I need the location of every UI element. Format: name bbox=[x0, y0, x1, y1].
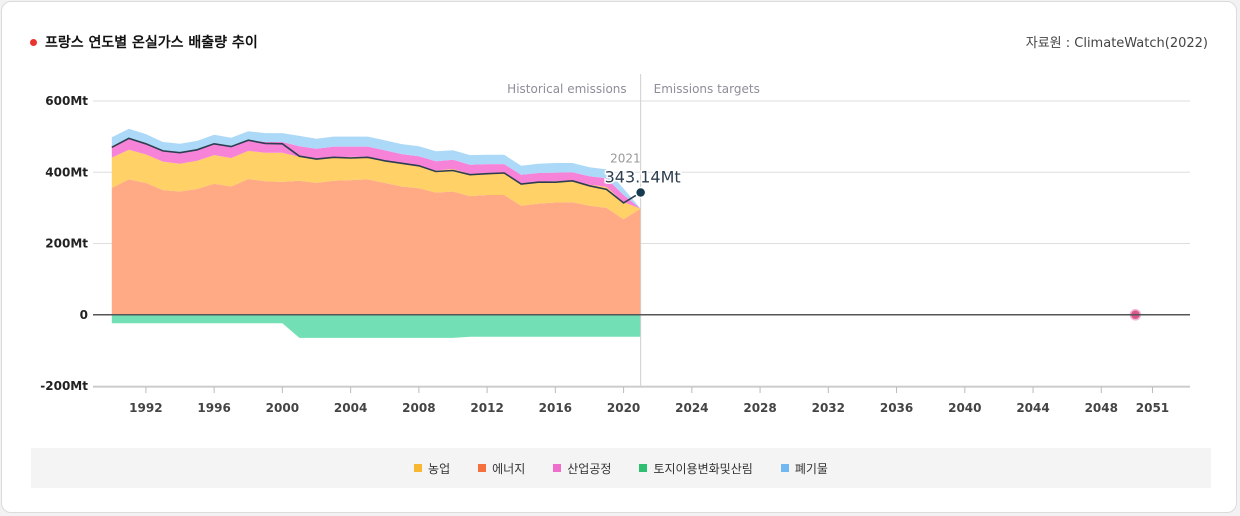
legend-item[interactable]: 농업 bbox=[414, 460, 450, 477]
net-line-path bbox=[111, 137, 642, 204]
legend-item[interactable]: 토지이용변화및산림 bbox=[639, 460, 753, 477]
highlight-value-label: 343.14Mt bbox=[605, 168, 681, 187]
legend-label: 농업 bbox=[428, 461, 451, 476]
legend-label: 폐기물 bbox=[794, 461, 828, 476]
y-tick-label: 400Mt bbox=[45, 165, 88, 179]
x-tick-label: 2012 bbox=[470, 401, 503, 415]
y-tick-label: 0 bbox=[80, 308, 88, 322]
targets-label: Emissions targets bbox=[654, 82, 760, 96]
net-emissions-line bbox=[111, 137, 642, 204]
legend-swatch-icon bbox=[414, 464, 423, 472]
chart-overlay: Historical emissions Emissions targets 202… bbox=[507, 74, 1142, 386]
x-tick-label: 1992 bbox=[129, 401, 162, 415]
legend-swatch-icon bbox=[639, 464, 648, 472]
x-tick-label: 2032 bbox=[812, 401, 845, 415]
emissions-area-chart: Historical emissions Emissions targets 202… bbox=[40, 74, 1190, 415]
bullet-dot-icon bbox=[30, 38, 37, 46]
area-토지이용변화및산림 bbox=[111, 314, 641, 338]
legend-swatch-icon bbox=[553, 464, 562, 472]
x-tick-label: 2028 bbox=[743, 401, 776, 415]
area-에너지 bbox=[111, 179, 641, 315]
legend-label: 토지이용변화및산림 bbox=[653, 461, 753, 476]
x-tick-label: 2044 bbox=[1016, 401, 1049, 415]
area-농업 bbox=[111, 149, 641, 220]
x-tick-label: 2016 bbox=[539, 401, 572, 415]
x-tick-label: 2024 bbox=[675, 401, 708, 415]
y-tick-label: 200Mt bbox=[45, 237, 88, 251]
y-tick-label: -200Mt bbox=[40, 379, 88, 393]
x-tick-label: 1996 bbox=[197, 401, 230, 415]
legend-swatch-icon bbox=[478, 464, 487, 472]
legend-item[interactable]: 폐기물 bbox=[780, 460, 828, 477]
x-tick-label: 2048 bbox=[1085, 401, 1118, 415]
legend-item[interactable]: 산업공정 bbox=[553, 460, 611, 477]
x-tick-label: 2051 bbox=[1136, 401, 1169, 415]
area-폐기물 bbox=[111, 128, 641, 209]
area-series bbox=[111, 128, 641, 338]
x-tick-label: 2040 bbox=[948, 401, 981, 415]
source-label: 자료원 : ClimateWatch(2022) bbox=[1025, 36, 1208, 51]
highlight-year-label: 2021 bbox=[610, 152, 641, 166]
title-row: 프랑스 연도별 온실가스 배출량 추이 bbox=[30, 32, 258, 52]
x-tick-label: 2000 bbox=[266, 401, 299, 415]
legend-label: 에너지 bbox=[492, 461, 526, 476]
axes: 600Mt 400Mt 200Mt 0 -200Mt 1992 1996 2000 2004 20… bbox=[40, 94, 1190, 415]
x-tick-label: 2004 bbox=[334, 401, 367, 415]
x-tick-label: 2020 bbox=[607, 401, 640, 415]
highlight-point bbox=[634, 186, 647, 199]
legend-label: 산업공정 bbox=[567, 461, 612, 476]
legend-swatch-icon bbox=[780, 464, 789, 472]
area-산업공정 bbox=[111, 138, 641, 209]
y-tick-label: 600Mt bbox=[45, 94, 88, 108]
x-tick-label: 2036 bbox=[880, 401, 913, 415]
historical-label: Historical emissions bbox=[507, 82, 626, 96]
legend-item[interactable]: 에너지 bbox=[478, 460, 525, 477]
legend: 농업 에너지 산업공정 토지이용변화및산림 폐기물 bbox=[31, 448, 1211, 488]
x-tick-label: 2008 bbox=[402, 401, 435, 415]
chart-title: 프랑스 연도별 온실가스 배출량 추이 bbox=[45, 35, 258, 51]
